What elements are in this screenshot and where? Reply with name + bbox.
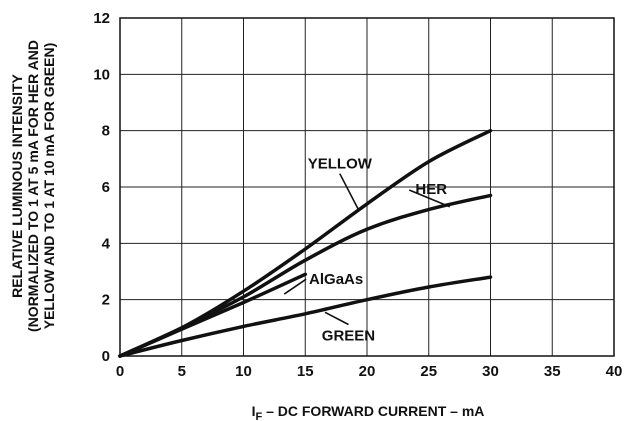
label-algaas: AlGaAs xyxy=(309,271,363,288)
series-annotations: YELLOW HER AlGaAs GREEN xyxy=(283,156,451,345)
x-tick-label: 5 xyxy=(178,363,186,380)
x-tick-label: 10 xyxy=(235,363,252,380)
x-tick-label: 20 xyxy=(359,363,376,380)
x-axis-ticks: 0 5 10 15 20 25 30 35 40 xyxy=(116,363,623,380)
y-axis-title-line-1: RELATIVE LUMINOUS INTENSITY xyxy=(9,73,25,297)
x-axis-title-subscript: F xyxy=(255,411,262,421)
curve-algaas xyxy=(118,272,308,358)
label-yellow: YELLOW xyxy=(308,156,373,173)
y-axis-ticks: 0 2 4 6 8 10 12 xyxy=(93,10,110,365)
x-axis-title-text: – DC FORWARD CURRENT – mA xyxy=(262,403,484,419)
series-curves xyxy=(118,128,493,358)
x-tick-label: 15 xyxy=(297,363,314,380)
y-tick-label: 12 xyxy=(93,10,110,27)
x-axis-title-symbol: I xyxy=(252,403,256,419)
y-axis-title-line-3: YELLOW AND TO 1 AT 10 mA FOR GREEN) xyxy=(41,43,57,330)
y-tick-label: 6 xyxy=(102,179,110,196)
grid-lines xyxy=(120,18,614,356)
label-green: GREEN xyxy=(322,328,375,345)
y-tick-label: 2 xyxy=(102,292,110,309)
y-tick-label: 8 xyxy=(102,123,110,140)
plot-area-frame xyxy=(119,17,615,357)
x-tick-label: 30 xyxy=(482,363,499,380)
label-her: HER xyxy=(415,181,447,198)
leader-her xyxy=(408,189,451,208)
x-tick-label: 25 xyxy=(420,363,437,380)
y-tick-label: 4 xyxy=(102,235,111,252)
x-tick-label: 35 xyxy=(544,363,561,380)
leader-algaas xyxy=(283,278,307,295)
y-axis-title: RELATIVE LUMINOUS INTENSITY (NORMALIZED … xyxy=(9,40,57,332)
x-tick-label: 40 xyxy=(606,363,623,380)
x-axis-title: IF – DC FORWARD CURRENT – mA xyxy=(252,403,485,421)
y-tick-label: 10 xyxy=(93,66,110,83)
y-tick-label: 0 xyxy=(102,348,110,365)
leader-yellow xyxy=(339,173,360,210)
leader-green xyxy=(324,311,349,326)
curve-green xyxy=(118,275,493,358)
x-tick-label: 0 xyxy=(116,363,124,380)
y-axis-title-line-2: (NORMALIZED TO 1 AT 5 mA FOR HER AND xyxy=(25,40,41,332)
